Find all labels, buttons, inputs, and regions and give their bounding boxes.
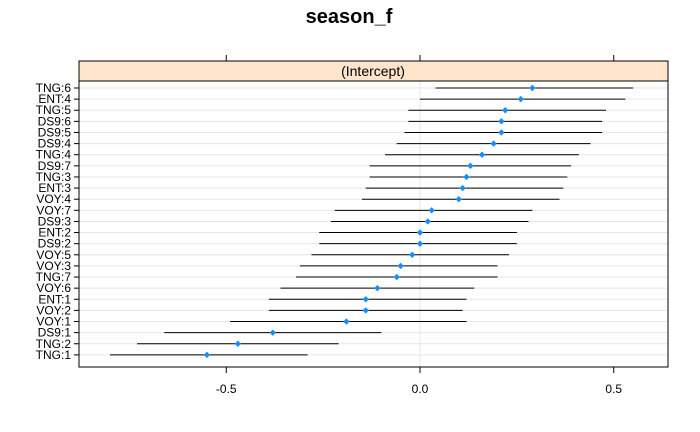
top-axis-ticks — [225, 55, 615, 61]
estimate-point — [424, 218, 431, 225]
y-tick-label: TNG:1 — [36, 348, 72, 362]
y-tick-label: VOY:3 — [36, 259, 71, 273]
estimate-points — [203, 84, 536, 359]
estimate-point — [490, 140, 497, 147]
estimate-point — [234, 340, 242, 347]
estimate-point — [416, 229, 424, 236]
estimate-point — [498, 118, 505, 125]
y-tick-label: DS9:7 — [38, 159, 72, 173]
y-tick-label: ENT:4 — [38, 92, 71, 106]
estimate-point — [517, 95, 524, 103]
x-tick-label: -0.5 — [216, 382, 237, 396]
y-tick-label: VOY:6 — [36, 281, 71, 295]
y-tick-label: DS9:1 — [38, 326, 72, 340]
y-tick-label: VOY:5 — [36, 248, 71, 262]
estimate-point — [416, 240, 424, 247]
y-tick-label: TNG:6 — [36, 81, 72, 95]
estimate-point — [269, 329, 276, 336]
estimate-point — [362, 296, 369, 303]
y-tick-label: VOY:4 — [36, 192, 71, 206]
gridlines — [79, 81, 668, 367]
estimate-point — [463, 173, 470, 181]
y-tick-label: VOY:7 — [36, 203, 71, 217]
estimate-point — [428, 207, 435, 214]
y-tick-label: TNG:3 — [36, 170, 72, 184]
left-axis-ticks — [74, 87, 79, 356]
estimate-point — [467, 162, 474, 170]
panel-strip-label: (Intercept) — [341, 63, 405, 79]
x-tick-label: 0.5 — [605, 382, 622, 396]
estimate-point — [362, 307, 369, 314]
chart-title: season_f — [306, 6, 393, 28]
estimate-point — [393, 273, 400, 281]
estimate-point — [374, 284, 381, 292]
y-tick-label: DS9:5 — [38, 125, 72, 139]
y-tick-label: ENT:1 — [38, 292, 71, 306]
estimate-point — [502, 107, 509, 114]
estimate-point — [343, 318, 350, 325]
y-tick-label: DS9:2 — [38, 237, 72, 251]
y-tick-label: TNG:2 — [36, 337, 72, 351]
x-axis-labels: -0.5 0.0 0.5 — [216, 382, 623, 396]
y-tick-label: DS9:4 — [38, 137, 72, 151]
estimate-point — [459, 184, 466, 192]
estimate-point — [409, 251, 416, 258]
estimate-point — [529, 84, 536, 92]
estimate-point — [455, 196, 462, 203]
estimate-point — [397, 262, 404, 270]
y-tick-label: ENT:3 — [38, 181, 71, 195]
y-axis-labels: TNG:6ENT:4TNG:5DS9:6DS9:5DS9:4TNG:4DS9:7… — [36, 81, 72, 362]
estimate-point — [498, 129, 505, 136]
estimate-point — [203, 351, 211, 359]
y-tick-label: TNG:7 — [36, 270, 72, 284]
estimate-point — [478, 151, 486, 158]
x-tick-label: 0.0 — [412, 382, 429, 396]
panel-border — [78, 80, 669, 368]
y-tick-label: TNG:5 — [36, 103, 72, 117]
y-tick-label: VOY:2 — [36, 303, 71, 317]
y-tick-label: VOY:1 — [36, 315, 71, 329]
y-tick-label: DS9:3 — [38, 214, 72, 228]
y-tick-label: DS9:6 — [38, 114, 72, 128]
y-tick-label: ENT:2 — [38, 226, 71, 240]
y-tick-label: TNG:4 — [36, 148, 72, 162]
bottom-axis-ticks — [225, 367, 615, 373]
